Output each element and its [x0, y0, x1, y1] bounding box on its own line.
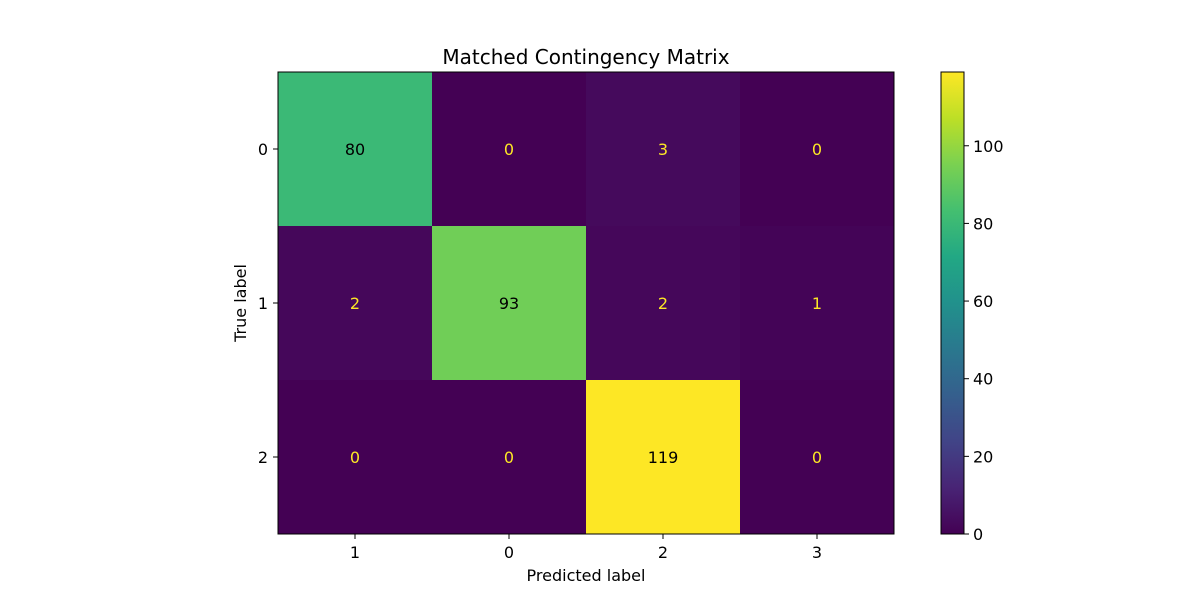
- cell-value-labels: 80 0 3 0 2 93 2 1 0 0 119 0: [345, 140, 822, 467]
- cell-value-label: 0: [504, 448, 514, 467]
- x-axis-label: Predicted label: [527, 566, 646, 585]
- x-tick-label: 3: [812, 543, 822, 562]
- colorbar-tick-label: 20: [973, 447, 993, 466]
- heatmap-cell: [278, 226, 433, 381]
- heatmap-cell: [740, 72, 895, 227]
- heatmap-cell: [586, 226, 741, 381]
- cell-value-label: 0: [812, 448, 822, 467]
- y-tick-label: 2: [258, 448, 268, 467]
- heatmap-cell: [740, 380, 895, 535]
- colorbar-tick-label: 40: [973, 370, 993, 389]
- y-axis-label: True label: [231, 264, 250, 343]
- cell-value-label: 2: [350, 294, 360, 313]
- cell-value-label: 1: [812, 294, 822, 313]
- colorbar-tick-label: 0: [973, 525, 983, 544]
- y-tick-label: 0: [258, 140, 268, 159]
- x-tick-label: 1: [350, 543, 360, 562]
- chart-title: Matched Contingency Matrix: [442, 45, 729, 69]
- colorbar-tick-label: 60: [973, 292, 993, 311]
- heatmap-cell: [586, 380, 741, 535]
- cell-value-label: 2: [658, 294, 668, 313]
- colorbar-tick-label: 100: [973, 137, 1004, 156]
- heatmap-cell: [278, 380, 433, 535]
- heatmap-cells: [278, 72, 895, 535]
- heatmap-cell: [432, 226, 587, 381]
- heatmap-cell: [586, 72, 741, 227]
- cell-value-label: 3: [658, 140, 668, 159]
- heatmap-cell: [278, 72, 433, 227]
- y-axis-ticks: 0 1 2: [258, 140, 278, 467]
- x-tick-label: 2: [658, 543, 668, 562]
- colorbar-tick-label: 80: [973, 214, 993, 233]
- heatmap-cell: [740, 226, 895, 381]
- cell-value-label: 0: [350, 448, 360, 467]
- cell-value-label: 0: [504, 140, 514, 159]
- cell-value-label: 80: [345, 140, 365, 159]
- x-axis-ticks: 1 0 2 3: [350, 534, 822, 562]
- colorbar-ticks: 0 20 40 60 80 100: [964, 137, 1004, 544]
- heatmap-cell: [432, 72, 587, 227]
- y-tick-label: 1: [258, 294, 268, 313]
- cell-value-label: 93: [499, 294, 519, 313]
- colorbar: [940, 71, 965, 535]
- cell-value-label: 119: [648, 448, 679, 467]
- cell-value-label: 0: [812, 140, 822, 159]
- heatmap-cell: [432, 380, 587, 535]
- x-tick-label: 0: [504, 543, 514, 562]
